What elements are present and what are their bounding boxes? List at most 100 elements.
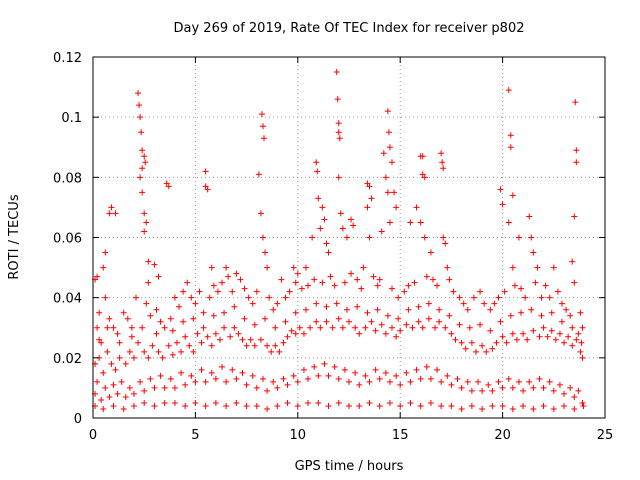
y-axis-label: ROTI / TECUs [7,194,22,279]
data-point [378,321,385,328]
data-point [235,330,242,337]
data-point [315,372,322,379]
data-point [241,315,248,322]
data-point [229,366,236,373]
data-point [135,90,142,97]
data-point [161,384,168,391]
data-point [362,324,369,331]
data-point [182,333,189,340]
data-point [221,309,228,316]
data-point [251,321,258,328]
data-point [491,300,498,307]
data-point [149,342,156,349]
data-point [173,339,180,346]
y-tick-label: 0.06 [53,232,82,247]
data-point [571,279,578,286]
data-point [249,372,256,379]
data-point [515,234,522,241]
data-point [464,306,471,313]
data-point [442,240,449,247]
data-point [356,330,363,337]
data-point [274,300,281,307]
data-point [102,384,109,391]
data-point [200,324,207,331]
data-point [180,288,187,295]
data-point [552,336,559,343]
data-point [346,378,352,385]
data-point [438,402,445,409]
data-point [243,342,250,349]
data-point [573,147,580,154]
data-point [542,282,549,289]
data-point [536,375,543,382]
data-point [440,165,447,172]
data-point [571,213,578,220]
data-point [343,234,350,241]
data-point [262,249,269,256]
data-point [558,318,565,325]
data-point [360,264,367,271]
data-point [264,342,271,349]
data-point [368,318,375,325]
data-point [444,372,451,379]
data-point [329,324,336,331]
data-point [167,375,174,382]
data-point [231,324,238,331]
data-point [393,333,400,340]
data-point [419,171,426,178]
data-point [356,381,363,388]
data-point [136,102,143,109]
data-point [251,342,258,349]
data-point [223,264,230,271]
data-point [239,336,246,343]
data-point [110,402,117,409]
data-point [208,342,215,349]
data-point [231,303,238,310]
data-point [528,234,535,241]
data-point [141,210,148,217]
data-point [98,339,105,346]
data-point [468,402,475,409]
data-point [395,294,402,301]
data-point [571,405,578,412]
data-point [573,159,580,166]
data-point [444,264,451,271]
data-point [194,330,201,337]
data-point [423,363,430,370]
data-point [397,327,404,334]
data-point [509,384,516,391]
data-point [280,375,287,382]
data-point [578,339,585,346]
data-point [462,345,469,352]
data-point [530,405,537,412]
data-point [472,348,479,355]
data-point [300,330,307,337]
data-point [300,366,307,373]
data-point [364,204,371,211]
data-point [358,285,365,292]
data-point [393,372,400,379]
data-point [538,312,545,319]
data-point [192,300,199,307]
data-point [284,333,291,340]
data-point [249,300,256,307]
data-point [190,348,197,355]
data-point [395,315,402,322]
data-point [372,366,379,373]
data-point [518,309,525,316]
data-point [294,270,301,277]
data-point [499,384,506,391]
data-point [171,294,178,301]
data-point [438,150,445,157]
data-point [366,378,373,385]
data-point [458,405,465,412]
data-point [520,387,527,394]
data-point [401,288,408,295]
data-point [259,375,266,382]
data-point [110,381,117,388]
data-point [126,348,133,355]
data-point [137,378,144,385]
data-point [167,315,174,322]
data-point [364,180,371,187]
